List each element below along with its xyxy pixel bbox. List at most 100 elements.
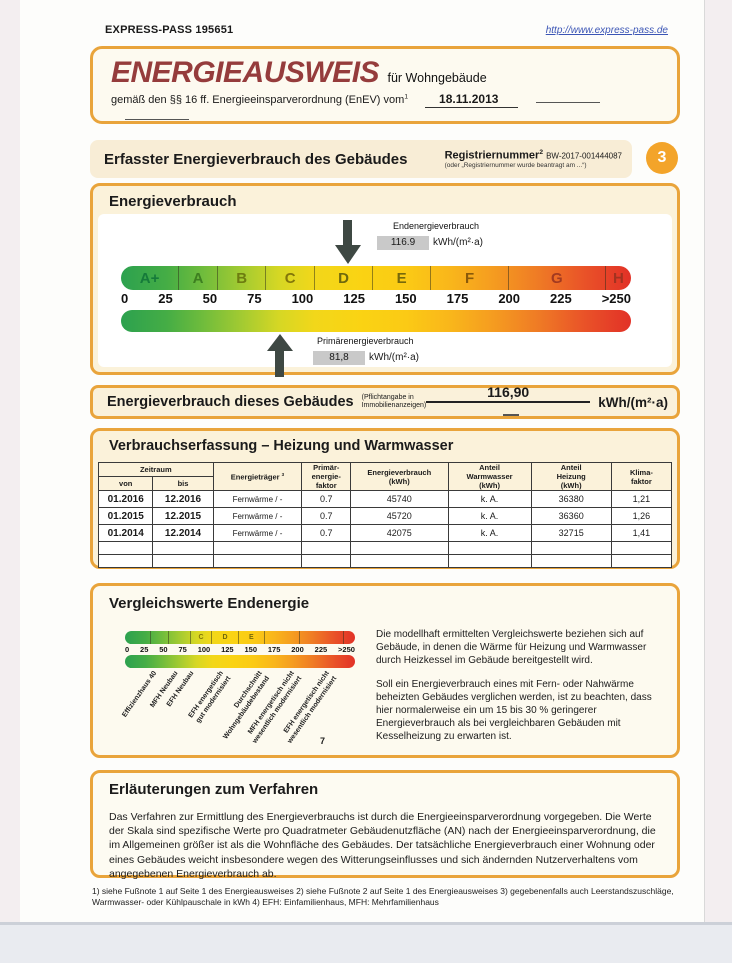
class-segment-H: H	[612, 269, 624, 287]
table-cell: 01.2016	[97, 490, 154, 508]
class-segment-B: B	[218, 266, 267, 290]
comparison-lower-band	[125, 655, 355, 668]
law-text: gemäß den §§ 16 ff. Energieeinsparverord…	[111, 94, 405, 106]
energy-consumption-title: Energieverbrauch	[109, 193, 237, 210]
tick-label: 0	[121, 291, 129, 306]
registration-block: Registriernummer2 BW-2017-001444087 (ode…	[445, 149, 622, 170]
document-title: ENERGIEAUSWEIS	[111, 56, 380, 89]
page-bottom-shadow	[0, 922, 732, 963]
class-segment-A+	[125, 631, 152, 644]
table-cell: 12.2016	[152, 490, 214, 508]
table-cell: 1,21	[610, 490, 673, 508]
building-consumption-box: Energieverbrauch dieses Gebäudes (Pflich…	[90, 384, 680, 419]
law-footnote-mark: 1	[404, 93, 408, 101]
energy-consumption-box: Energieverbrauch Endenergieverbrauch 116…	[90, 183, 680, 378]
building-consumption-value: 116,90	[426, 384, 591, 403]
blank-underline	[535, 91, 600, 103]
class-segment-C: C	[266, 266, 315, 290]
energy-scale: Endenergieverbrauch 116.9 kWh/(m²·a) A+ A B…	[121, 218, 631, 378]
table-cell: 45720	[350, 507, 449, 525]
table-cell: 45740	[350, 490, 449, 508]
table-cell: 36380	[530, 490, 612, 508]
comparison-paragraph-2: Soll ein Energieverbrauch eines mit Fern…	[376, 679, 652, 742]
comparison-title: Vergleichswerte Endenergie	[109, 595, 310, 612]
table-cell	[610, 554, 673, 568]
tick-label: 125	[221, 645, 234, 654]
col-heizung: Anteil Heizung (kWh)	[530, 462, 612, 491]
blank-underline	[125, 108, 189, 120]
tick-label: 25	[158, 291, 173, 306]
table-row: 01.2015 12.2015 Fernwärme / -0.7 45720 k. A.…	[97, 507, 673, 525]
end-energy-label: Endenergieverbrauch	[393, 221, 480, 231]
col-warmwasser: Anteil Warmwasser (kWh)	[447, 462, 532, 491]
comparison-paragraph-1: Die modellhaft ermittelten Vergleichswer…	[376, 629, 647, 666]
document-number: EXPRESS-PASS 195651	[105, 24, 234, 36]
end-energy-value: 116.9	[377, 236, 429, 250]
registration-note: (oder „Registriernummer wurde beantragt …	[444, 161, 587, 169]
class-segment-E: E	[239, 631, 265, 644]
class-segment-H	[344, 631, 355, 644]
table-cell	[610, 541, 673, 555]
table-row	[97, 541, 673, 555]
tick-label: 25	[140, 645, 149, 654]
table-cell: Fernwärme / -	[212, 524, 303, 542]
tick-label: 75	[178, 645, 187, 654]
explanation-text: Das Verfahren zur Ermittlung des Energie…	[109, 811, 656, 880]
table-cell	[212, 541, 303, 555]
class-segment-D: D	[315, 266, 374, 290]
primary-energy-value-row: 81,8 kWh/(m²·a)	[313, 351, 419, 365]
table-cell: k. A.	[447, 507, 532, 525]
comparison-scale-ticks: 0 25 50 75 100 125 150 175 200 225 >250	[125, 644, 355, 655]
table-cell: 0.7	[301, 524, 352, 542]
efficiency-class-band: A+ A B C D E F G H	[121, 266, 631, 290]
col-primaerfaktor: Primär- energie- faktor	[301, 462, 352, 491]
class-segment-A+: A+	[121, 266, 180, 290]
table-cell	[350, 554, 449, 568]
page-number-badge: 3	[646, 142, 678, 174]
explanation-box: Erläuterungen zum Verfahren Das Verfahre…	[90, 770, 680, 880]
end-energy-arrow-icon	[334, 220, 361, 264]
primary-energy-label: Primärenergieverbrauch	[317, 336, 414, 346]
table-cell: 1,26	[610, 507, 673, 525]
document-subtitle: für Wohngebäude	[387, 71, 487, 85]
tick-label: 75	[247, 291, 262, 306]
registration-label: Registriernummer	[444, 149, 540, 162]
class-segment-G: G	[509, 266, 606, 290]
tick-label: 150	[244, 645, 257, 654]
table-cell: k. A.	[447, 524, 532, 542]
col-zeitraum: Zeitraum	[98, 462, 214, 477]
building-consumption-title: Energieverbrauch dieses Gebäudes	[107, 394, 354, 410]
table-cell	[350, 541, 449, 555]
tick-label: 125	[343, 291, 365, 306]
primary-energy-value: 81,8	[313, 351, 365, 365]
table-cell: 12.2014	[152, 524, 214, 542]
building-consumption-unit: kWh/(m²·a)	[598, 394, 668, 410]
table-cell: 01.2015	[97, 507, 154, 525]
table-cell: 0.7	[301, 507, 352, 525]
class-segment-B	[169, 631, 191, 644]
table-cell	[447, 541, 532, 555]
law-line: gemäß den §§ 16 ff. Energieeinsparverord…	[111, 91, 677, 123]
tick-label: 175	[267, 645, 281, 654]
class-segment-A	[151, 631, 169, 644]
tick-label: >250	[338, 645, 355, 654]
mandatory-note: (Pflichtangabe in Immobilienanzeigen)	[361, 393, 427, 409]
table-row	[97, 554, 673, 568]
class-segment-D: D	[212, 631, 239, 644]
class-segment-A: A	[179, 266, 218, 290]
primary-energy-unit: kWh/(m²·a)	[369, 352, 419, 363]
tick-label: 50	[159, 645, 168, 654]
express-pass-link[interactable]: http://www.express-pass.de	[545, 25, 668, 36]
table-cell	[301, 554, 352, 568]
table-cell	[447, 554, 532, 568]
comparison-text: Die modellhaft ermittelten Vergleichswer…	[376, 628, 668, 754]
consumption-table-box: Verbrauchserfassung – Heizung und Warmwa…	[90, 428, 680, 569]
explanation-title: Erläuterungen zum Verfahren	[109, 781, 319, 798]
primary-energy-arrow-icon	[266, 334, 293, 377]
table-cell: 32715	[530, 524, 612, 542]
tick-label: 175	[446, 291, 469, 306]
col-energieverbrauch: Energieverbrauch (kWh)	[350, 462, 449, 491]
page-header: EXPRESS-PASS 195651 http://www.express-p…	[105, 24, 668, 36]
